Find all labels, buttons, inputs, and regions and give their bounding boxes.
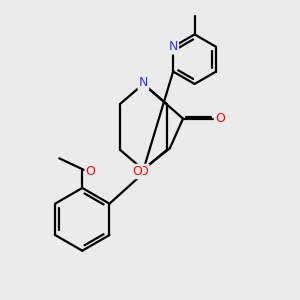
Text: O: O <box>139 165 148 178</box>
Text: N: N <box>139 76 148 89</box>
Text: O: O <box>215 112 225 125</box>
Text: N: N <box>168 40 178 53</box>
Text: O: O <box>85 165 95 178</box>
Text: O: O <box>132 165 142 178</box>
